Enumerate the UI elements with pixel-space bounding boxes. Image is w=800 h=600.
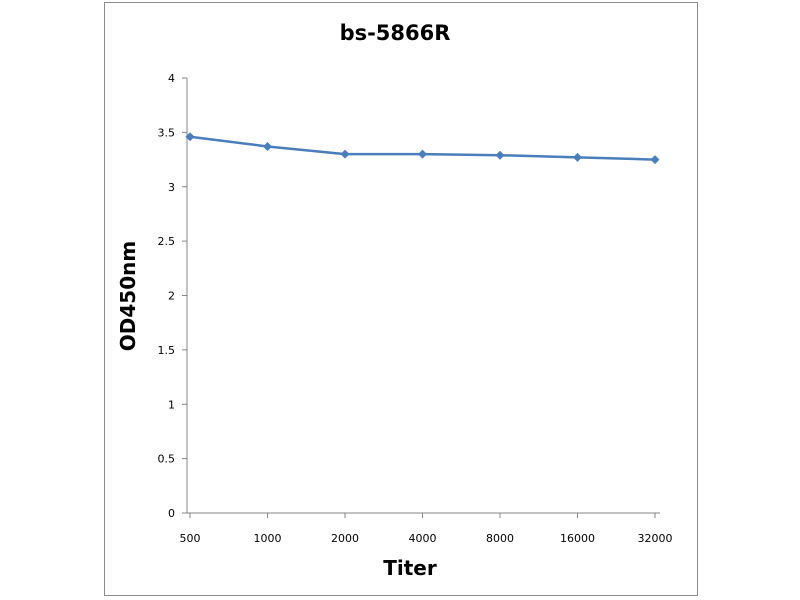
y-tick-label: 1.5 (158, 344, 176, 357)
chart-frame (104, 2, 698, 596)
y-tick-label: 2.5 (158, 235, 176, 248)
data-point-marker (418, 149, 427, 159)
data-point-marker (650, 155, 660, 165)
data-point-marker (185, 132, 195, 142)
data-point-marker (263, 142, 272, 152)
x-axis-ticks: 500 1000 2000 4000 8000 16000 32000 (180, 513, 673, 545)
y-tick-label: 3 (168, 181, 175, 194)
y-tick-label: 3.5 (158, 126, 176, 139)
x-tick-label: 4000 (409, 532, 437, 545)
x-axis-title: Titer (383, 556, 437, 580)
data-point-marker (340, 149, 350, 159)
x-tick-label: 1000 (254, 532, 282, 545)
data-point-marker (573, 152, 582, 162)
x-tick-label: 32000 (638, 532, 673, 545)
y-tick-label: 0.5 (158, 453, 176, 466)
y-tick-label: 2 (168, 290, 175, 303)
y-tick-label: 1 (168, 398, 175, 411)
y-axis-ticks: 0 0.5 1 1.5 2 2.5 3 3.5 4 (158, 72, 187, 520)
y-tick-label: 0 (168, 507, 175, 520)
x-tick-label: 8000 (486, 532, 514, 545)
y-axis-title: OD450nm (116, 241, 140, 351)
y-tick-label: 4 (168, 72, 175, 85)
chart-title: bs-5866R (340, 21, 451, 45)
x-tick-label: 2000 (331, 532, 359, 545)
series-group (185, 132, 660, 165)
data-point-marker (495, 150, 505, 160)
x-tick-label: 16000 (560, 532, 595, 545)
x-tick-label: 500 (180, 532, 201, 545)
